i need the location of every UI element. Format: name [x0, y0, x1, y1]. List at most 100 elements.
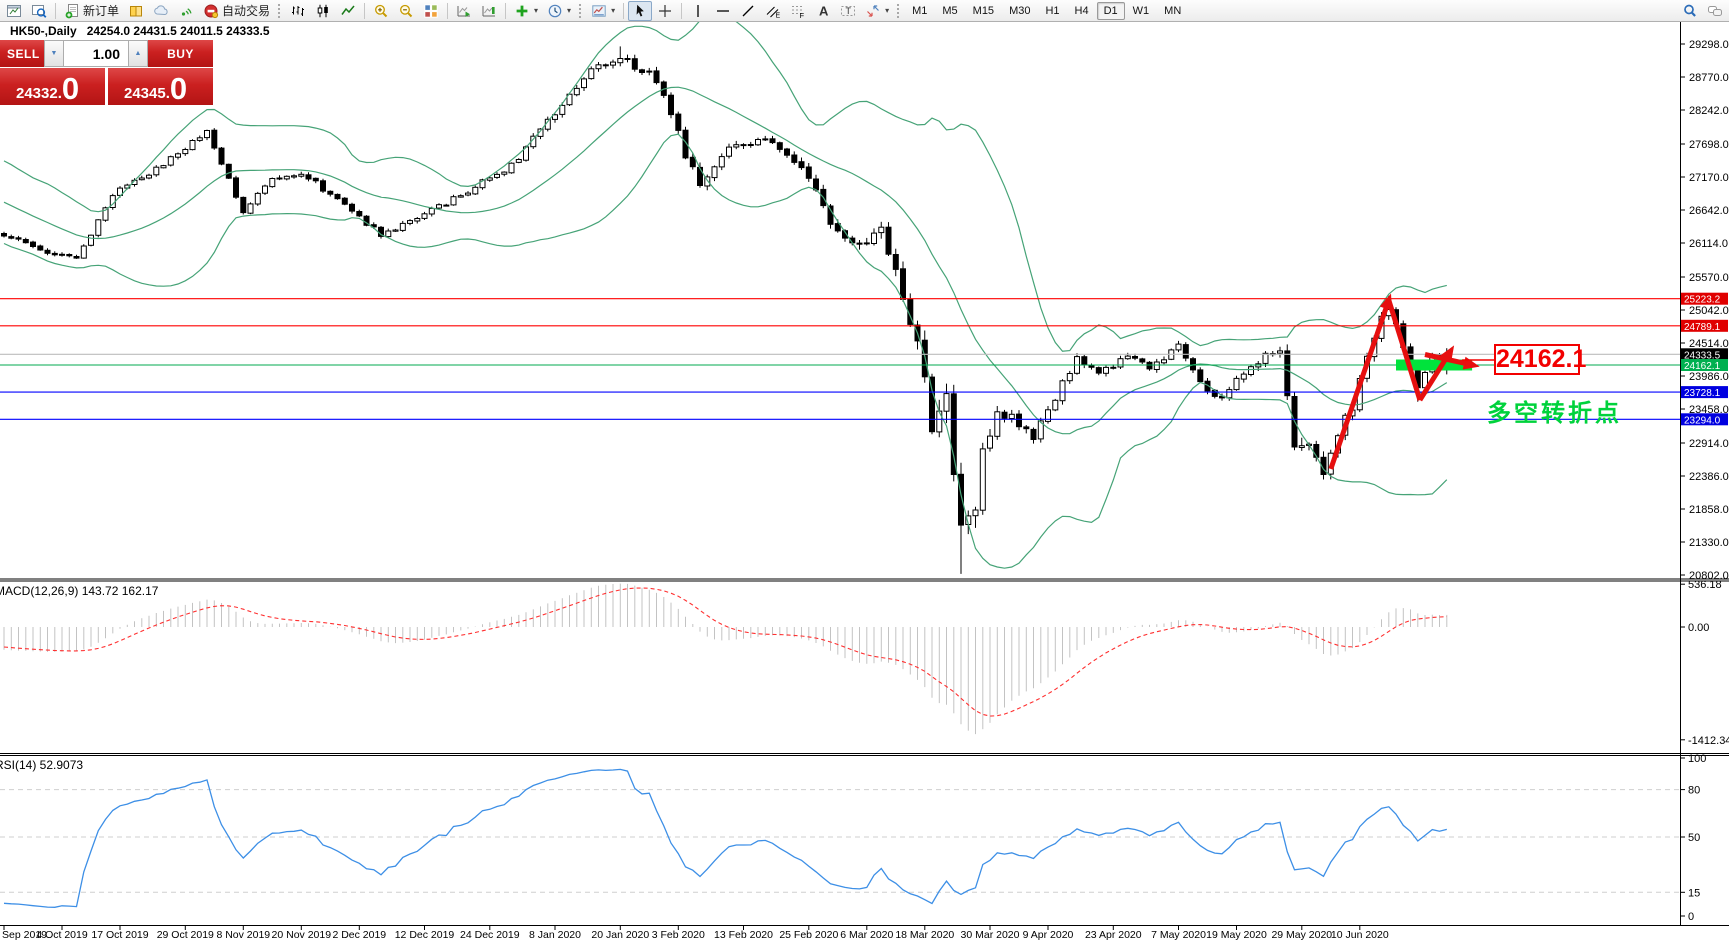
svg-text:100: 100 [1688, 753, 1706, 765]
svg-text:80: 80 [1688, 785, 1700, 797]
svg-text:30 Mar 2020: 30 Mar 2020 [961, 929, 1020, 941]
zoom-out-button[interactable] [394, 1, 418, 21]
templates-button[interactable]: ▾ [587, 1, 619, 21]
svg-text:23294.0: 23294.0 [1684, 415, 1721, 426]
sell-button[interactable]: SELL [0, 40, 44, 67]
toolbar-grip[interactable] [579, 3, 582, 18]
svg-text:9 Apr 2020: 9 Apr 2020 [1023, 929, 1074, 941]
fibo-icon: F [790, 3, 806, 19]
candlestick-mode-button[interactable] [311, 1, 335, 21]
rsi-indicator-label: RSI(14) 52.9073 [0, 758, 84, 772]
svg-text:4 Oct 2019: 4 Oct 2019 [36, 929, 88, 941]
ohlc-values: 24254.0 24431.5 24011.5 24333.5 [86, 24, 270, 38]
indicator-add-icon [514, 3, 530, 19]
svg-text:Sep 2019: Sep 2019 [2, 929, 47, 941]
template-icon [591, 3, 607, 19]
volume-input[interactable]: 1.00 [64, 40, 128, 67]
timeframe-m15-button[interactable]: M15 [972, 4, 995, 17]
timeframe-d1-button[interactable]: D1 [1096, 1, 1125, 20]
vline-icon [690, 3, 706, 19]
svg-text:A: A [819, 3, 829, 18]
autotrade-icon [203, 3, 219, 19]
indicators-list-button[interactable]: ▾ [510, 1, 542, 21]
signals-button[interactable] [174, 1, 198, 21]
panel-separators[interactable] [0, 578, 1729, 926]
label-icon: T [840, 3, 856, 19]
mql5-cloud-button[interactable] [149, 1, 173, 21]
timeframe-m30-button[interactable]: M30 [1009, 4, 1031, 17]
cursor-button[interactable] [628, 0, 653, 21]
history-center-button[interactable] [124, 1, 148, 21]
timeframe-h4-button[interactable]: H4 [1074, 4, 1089, 17]
timeframe-w1-button[interactable]: W1 [1132, 4, 1150, 17]
chart-shift-button[interactable] [477, 1, 501, 21]
fibonacci-retracement-button[interactable]: F [786, 1, 810, 21]
svg-text:10 Jun 2020: 10 Jun 2020 [1331, 929, 1389, 941]
search-icon [1682, 3, 1698, 19]
text-tool-button[interactable]: A [811, 1, 835, 21]
macd-indicator-label: MACD(12,26,9) 143.72 162.17 [0, 584, 159, 598]
turning-point-note[interactable]: 多空转折点 [1487, 400, 1622, 427]
auto-scroll-button[interactable] [452, 1, 476, 21]
price-pane [1, 22, 1450, 574]
equidistant-channel-button[interactable]: E [761, 1, 785, 21]
price-annotation-box[interactable]: 24162.1 [1494, 344, 1587, 375]
text-icon: A [815, 3, 831, 19]
svg-text:8 Nov 2019: 8 Nov 2019 [216, 929, 270, 941]
auto-trading-button[interactable]: 自动交易 [199, 1, 274, 21]
svg-text:50: 50 [1688, 832, 1700, 844]
chat-button[interactable] [1703, 1, 1727, 21]
chart-profiles-button[interactable] [27, 1, 51, 21]
svg-text:24514.0: 24514.0 [1689, 338, 1729, 350]
buy-price-panel[interactable]: 24345. 0 [108, 68, 213, 105]
cloud-icon [153, 3, 169, 19]
volume-down-stepper[interactable]: ▼ [44, 40, 64, 67]
svg-text:28242.0: 28242.0 [1689, 105, 1729, 117]
bar-chart-mode-button[interactable] [286, 1, 310, 21]
tile-windows-button[interactable] [419, 1, 443, 21]
toolbar-grip[interactable] [278, 3, 281, 18]
candlesticks [1, 46, 1450, 574]
new-chart-button[interactable] [2, 1, 26, 21]
horizontal-line-objects[interactable] [0, 298, 1680, 420]
svg-text:2 Dec 2019: 2 Dec 2019 [332, 929, 386, 941]
crosshair-button[interactable] [653, 1, 677, 21]
arrows-icon [865, 3, 881, 19]
dropdown-caret-icon: ▾ [534, 6, 539, 15]
timeframe-m1-button[interactable]: M1 [912, 4, 928, 17]
buy-button[interactable]: BUY [148, 40, 213, 67]
svg-text:24 Dec 2019: 24 Dec 2019 [460, 929, 520, 941]
line-chart-mode-button[interactable] [336, 1, 360, 21]
support-highlight-bar [1396, 359, 1473, 371]
timeframe-m5-button[interactable]: M5 [942, 4, 958, 17]
toolbar-grip[interactable] [897, 3, 900, 18]
timeframe-mn-button[interactable]: MN [1164, 4, 1182, 17]
svg-text:23 Apr 2020: 23 Apr 2020 [1085, 929, 1142, 941]
arrows-tool-button[interactable]: ▾ [861, 1, 893, 21]
periods-button[interactable]: ▾ [543, 1, 575, 21]
svg-text:26114.0: 26114.0 [1689, 238, 1728, 250]
svg-text:-1412.34: -1412.34 [1688, 735, 1729, 747]
horizontal-line-button[interactable] [711, 1, 735, 21]
svg-text:6 Mar 2020: 6 Mar 2020 [840, 929, 893, 941]
zoom-in-button[interactable] [369, 1, 393, 21]
volume-up-stepper[interactable]: ▲ [128, 40, 148, 67]
search-button[interactable] [1678, 1, 1702, 21]
svg-text:3 Feb 2020: 3 Feb 2020 [652, 929, 705, 941]
label-tool-button[interactable]: T [836, 1, 860, 21]
new-order-button[interactable]: 新订单 [60, 1, 123, 21]
trend-annotations[interactable] [1328, 293, 1494, 470]
auto-trading-label: 自动交易 [222, 4, 271, 18]
trendline-button[interactable] [736, 1, 760, 21]
vertical-line-button[interactable] [686, 1, 710, 21]
dropdown-caret-icon: ▾ [885, 6, 890, 15]
macd-axis: 536.18 0.00 -1412.34 [1680, 579, 1729, 747]
sell-price-panel[interactable]: 24332. 0 [0, 68, 105, 105]
svg-text:13 Feb 2020: 13 Feb 2020 [714, 929, 773, 941]
svg-text:19 May 2020: 19 May 2020 [1206, 929, 1267, 941]
timeframe-h1-button[interactable]: H1 [1045, 4, 1060, 17]
rsi-pane [0, 768, 1680, 908]
